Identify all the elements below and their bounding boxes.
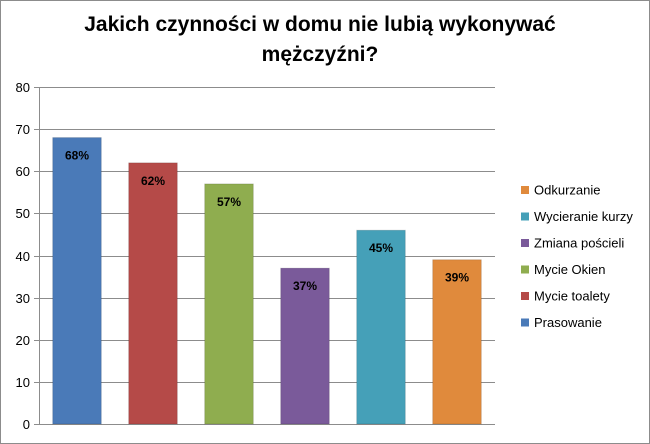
legend-label: Mycie toalety xyxy=(534,289,610,304)
data-label: 62% xyxy=(141,174,165,188)
legend-swatch xyxy=(521,318,529,327)
bar xyxy=(204,183,254,425)
legend-swatch xyxy=(521,239,529,247)
legend-label: Odkurzanie xyxy=(534,183,600,198)
y-tick-label: 30 xyxy=(16,291,30,306)
legend-label: Prasowanie xyxy=(534,315,602,330)
chart-title: Jakich czynności w domu nie lubią wykony… xyxy=(84,13,556,66)
y-tick-label: 50 xyxy=(16,206,30,221)
data-label: 39% xyxy=(445,271,469,285)
y-tick-label: 70 xyxy=(16,122,30,137)
legend-label: Zmiana pościeli xyxy=(534,236,624,251)
bar xyxy=(52,137,102,425)
y-tick-label: 60 xyxy=(16,164,30,179)
y-tick-label: 0 xyxy=(23,417,30,432)
legend-label: Mycie Okien xyxy=(534,262,606,277)
legend-swatch xyxy=(521,186,529,194)
legend-swatch xyxy=(521,212,529,221)
y-tick-label: 20 xyxy=(16,333,30,348)
data-label: 45% xyxy=(369,241,393,255)
bar xyxy=(128,162,178,425)
bar xyxy=(356,229,406,425)
bar xyxy=(432,259,482,425)
legend-swatch xyxy=(521,265,529,274)
legend-label: Wycieranie kurzy xyxy=(534,209,633,224)
data-label: 37% xyxy=(293,279,317,293)
data-label: 57% xyxy=(217,195,241,209)
legend-swatch xyxy=(521,292,529,300)
y-tick-label: 80 xyxy=(16,80,30,95)
y-tick-label: 40 xyxy=(16,249,30,264)
y-tick-label: 10 xyxy=(16,375,30,390)
bar xyxy=(280,267,330,425)
data-label: 68% xyxy=(65,149,89,163)
